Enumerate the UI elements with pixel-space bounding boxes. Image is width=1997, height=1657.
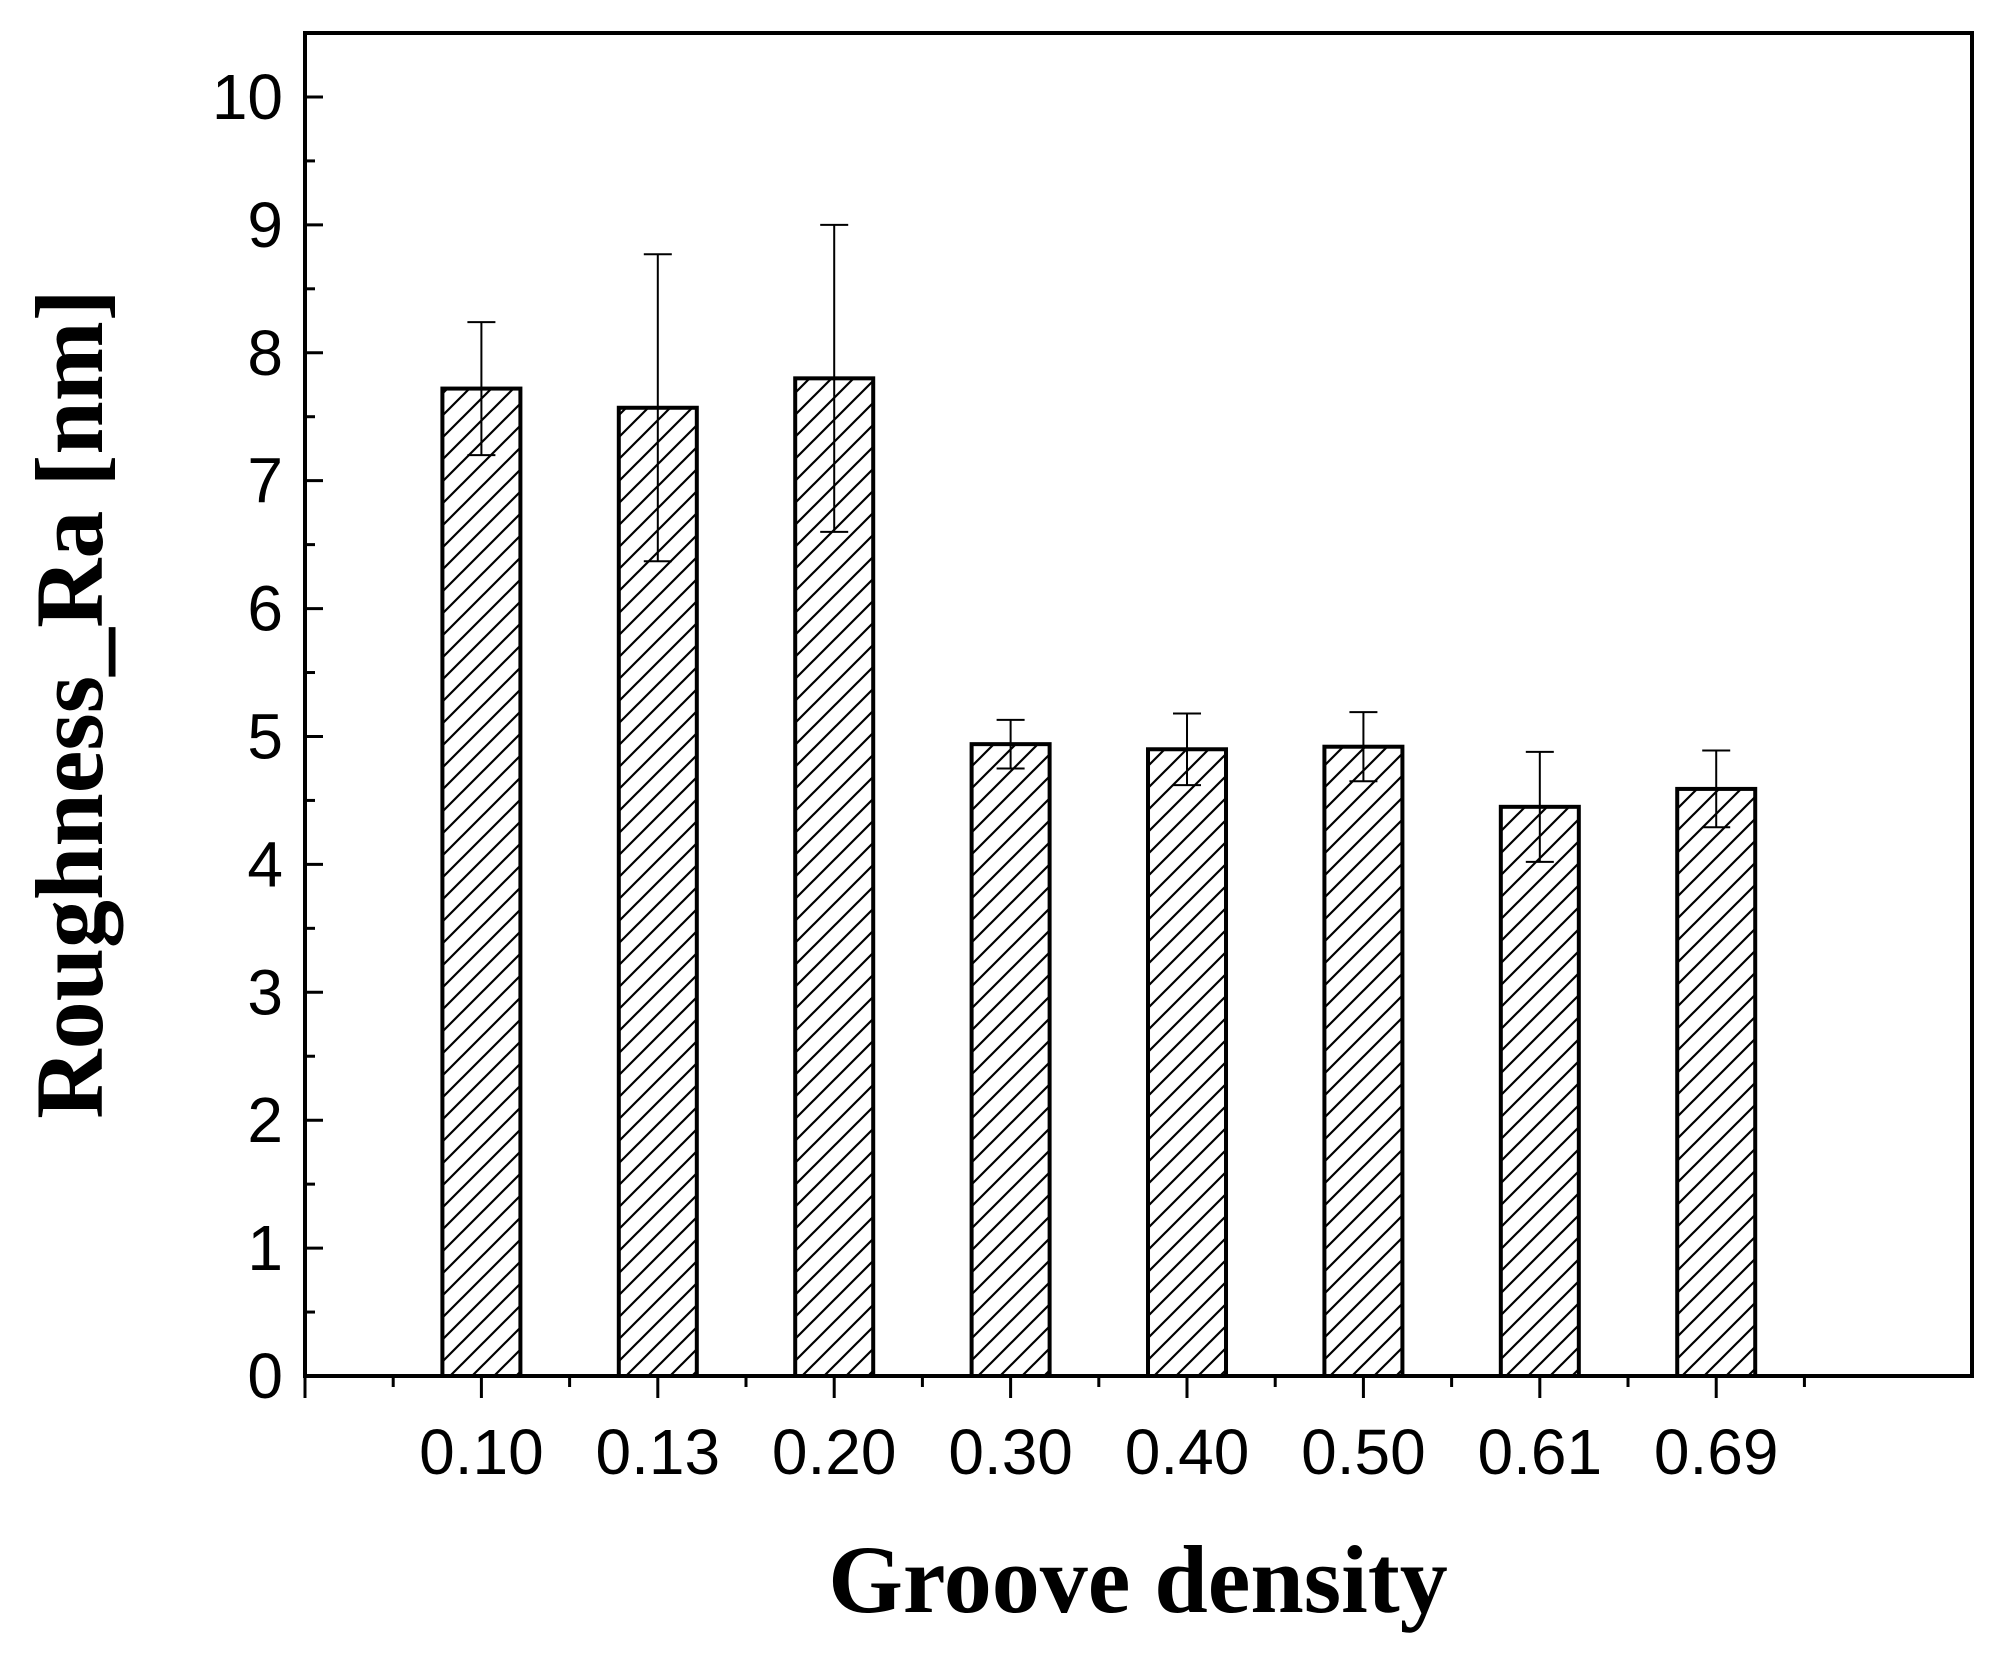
y-tick-label-4: 4 <box>247 828 283 900</box>
y-tick-label-3: 3 <box>247 956 283 1028</box>
y-tick-label-7: 7 <box>247 445 283 517</box>
x-tick-label-0.30: 0.30 <box>948 1416 1073 1488</box>
y-tick-label-5: 5 <box>247 700 283 772</box>
y-tick-label-0: 0 <box>247 1340 283 1412</box>
error-bar-0.13 <box>643 253 672 563</box>
bars-layer <box>440 376 1758 1379</box>
error-bar-0.10 <box>467 321 496 457</box>
y-tick-label-1: 1 <box>247 1212 283 1284</box>
bar-0.30 <box>969 742 1052 1378</box>
y-tick-label-10: 10 <box>212 61 283 133</box>
error-bar-0.50 <box>1349 711 1378 783</box>
x-tick-label-0.13: 0.13 <box>596 1416 721 1488</box>
x-tick-label-0.50: 0.50 <box>1301 1416 1426 1488</box>
plot-frame <box>303 31 1974 1378</box>
error-bar-0.40 <box>1173 712 1202 787</box>
x-tick-label-0.40: 0.40 <box>1125 1416 1250 1488</box>
x-tick-label-0.69: 0.69 <box>1654 1416 1779 1488</box>
y-tick-label-9: 9 <box>247 189 283 261</box>
bar-0.13 <box>616 405 699 1379</box>
bar-0.10 <box>440 386 523 1378</box>
bar-0.50 <box>1322 744 1405 1378</box>
bar-0.40 <box>1146 747 1229 1378</box>
error-bars-layer <box>467 223 1731 863</box>
bar-0.69 <box>1675 786 1758 1378</box>
error-bar-0.20 <box>820 223 849 533</box>
error-bar-0.69 <box>1702 749 1731 829</box>
bar-0.61 <box>1498 804 1581 1378</box>
y-tick-label-8: 8 <box>247 317 283 389</box>
x-tick-label-0.61: 0.61 <box>1478 1416 1603 1488</box>
error-bar-0.61 <box>1525 750 1554 863</box>
x-axis: 0.10 0.13 0.20 0.30 0.40 0.50 0.61 0.69 <box>303 1376 1806 1488</box>
x-tick-label-0.20: 0.20 <box>772 1416 897 1488</box>
y-tick-label-2: 2 <box>247 1084 283 1156</box>
error-bar-0.30 <box>996 718 1025 770</box>
y-axis-title: Roughness_Ra [nm] <box>16 289 123 1118</box>
y-axis: 0 1 2 3 4 5 6 7 8 9 10 <box>212 31 323 1412</box>
x-axis-title: Groove density <box>828 1526 1448 1633</box>
y-tick-label-6: 6 <box>247 573 283 645</box>
bar-0.20 <box>793 376 876 1379</box>
x-tick-label-0.10: 0.10 <box>419 1416 544 1488</box>
